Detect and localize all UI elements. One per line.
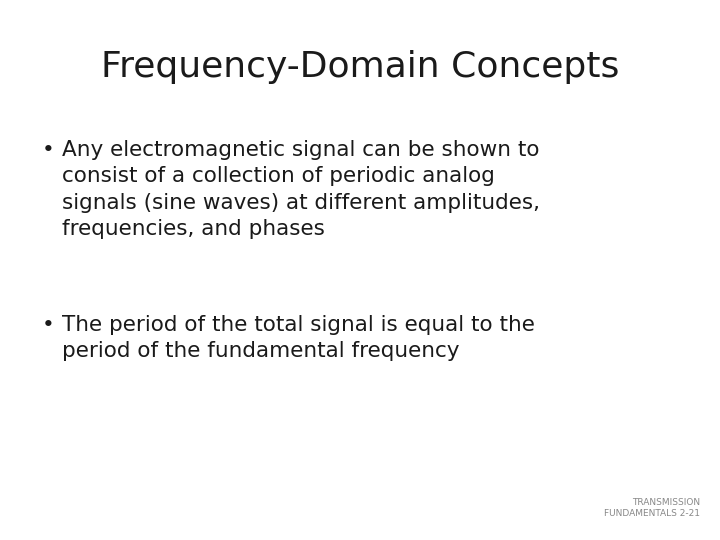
Text: •: • — [42, 140, 55, 160]
Text: •: • — [42, 315, 55, 335]
Text: TRANSMISSION
FUNDAMENTALS 2-21: TRANSMISSION FUNDAMENTALS 2-21 — [604, 498, 700, 518]
Text: Any electromagnetic signal can be shown to
consist of a collection of periodic a: Any electromagnetic signal can be shown … — [62, 140, 540, 239]
Text: Frequency-Domain Concepts: Frequency-Domain Concepts — [101, 50, 619, 84]
Text: The period of the total signal is equal to the
period of the fundamental frequen: The period of the total signal is equal … — [62, 315, 535, 361]
